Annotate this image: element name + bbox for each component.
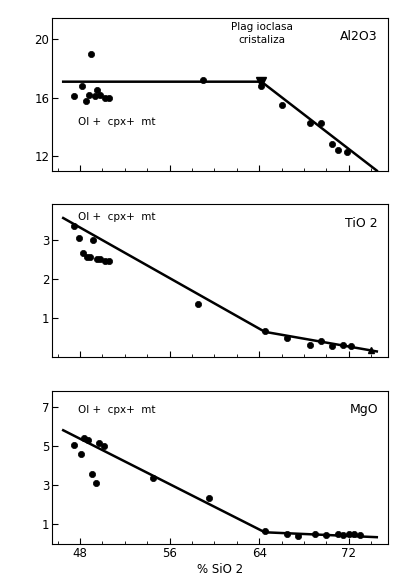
- X-axis label: % SiO 2: % SiO 2: [197, 563, 243, 576]
- Text: Plag ioclasa
cristaliza: Plag ioclasa cristaliza: [230, 22, 292, 45]
- Text: Ol +  cpx+  mt: Ol + cpx+ mt: [78, 405, 155, 415]
- Text: TiO 2: TiO 2: [345, 216, 378, 229]
- Text: Al2O3: Al2O3: [340, 30, 378, 43]
- Text: MgO: MgO: [349, 403, 378, 417]
- Text: Ol +  cpx+  mt: Ol + cpx+ mt: [78, 116, 155, 127]
- Text: Ol +  cpx+  mt: Ol + cpx+ mt: [78, 212, 155, 222]
